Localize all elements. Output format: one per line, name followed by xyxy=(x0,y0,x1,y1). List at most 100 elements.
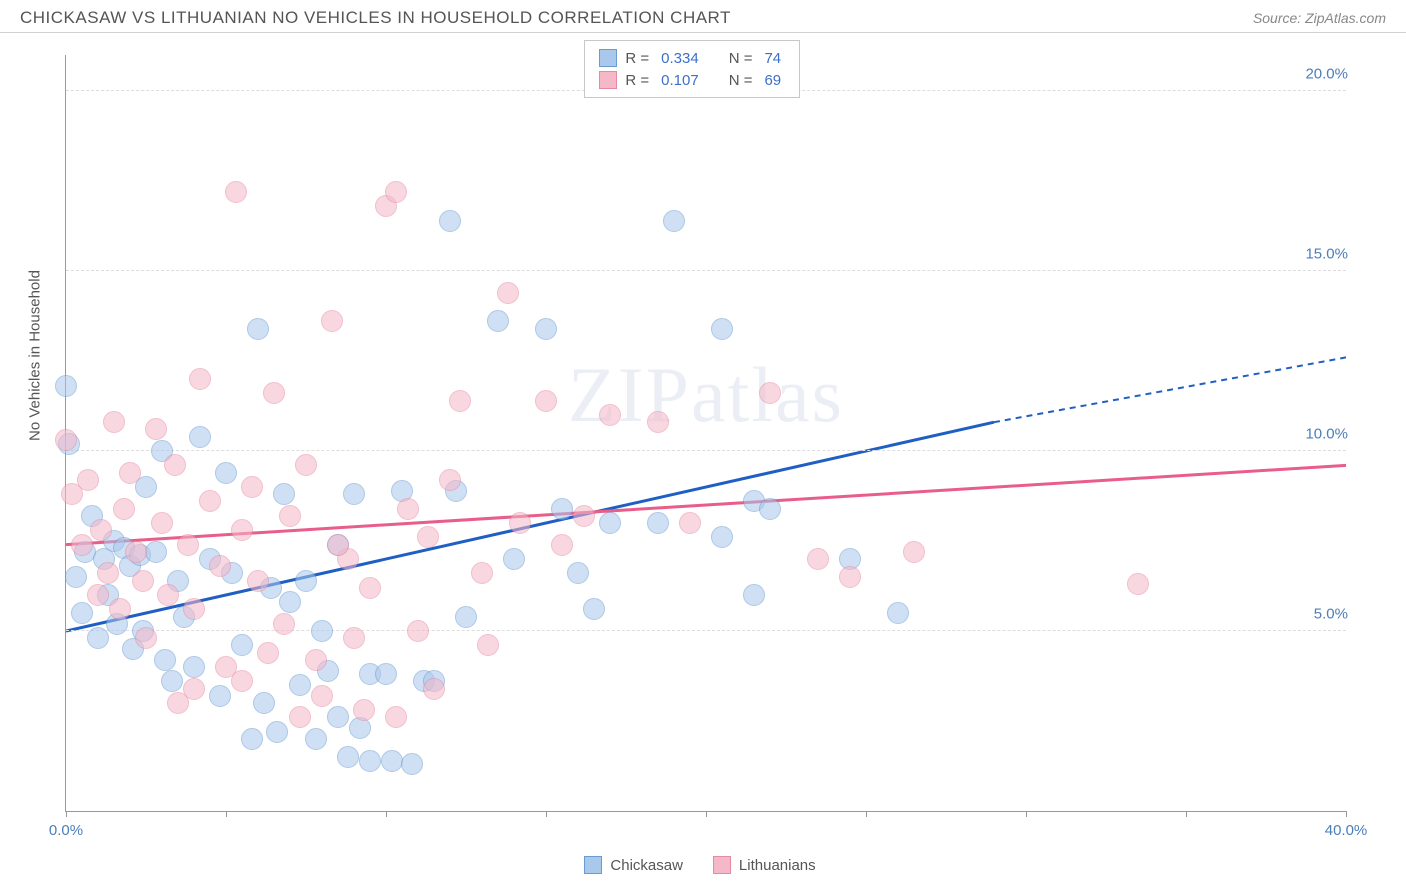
data-point xyxy=(231,519,253,541)
data-point xyxy=(247,570,269,592)
data-point xyxy=(471,562,493,584)
data-point xyxy=(183,656,205,678)
y-axis-label: No Vehicles in Household xyxy=(27,270,44,441)
data-point xyxy=(503,548,525,570)
data-point xyxy=(407,620,429,642)
data-point xyxy=(151,512,173,534)
data-point xyxy=(77,469,99,491)
data-point xyxy=(241,728,263,750)
legend-series: Chickasaw Lithuanians xyxy=(584,856,815,874)
data-point xyxy=(273,613,295,635)
legend-swatch-pink xyxy=(599,71,617,89)
data-point xyxy=(449,390,471,412)
data-point xyxy=(647,512,669,534)
data-point xyxy=(759,498,781,520)
data-point xyxy=(599,404,621,426)
legend-label: Chickasaw xyxy=(610,857,683,874)
data-point xyxy=(295,570,317,592)
data-point xyxy=(154,649,176,671)
data-point xyxy=(135,627,157,649)
data-point xyxy=(119,462,141,484)
data-point xyxy=(145,418,167,440)
data-point xyxy=(199,490,221,512)
n-label: N = xyxy=(729,50,753,67)
data-point xyxy=(903,541,925,563)
y-tick-label: 20.0% xyxy=(1305,66,1348,83)
data-point xyxy=(385,706,407,728)
chart-container: No Vehicles in Household ZIPatlas 5.0%10… xyxy=(50,40,1386,842)
n-value: 74 xyxy=(764,50,781,67)
data-point xyxy=(311,620,333,642)
data-point xyxy=(90,519,112,541)
data-point xyxy=(231,634,253,656)
legend-row: R = 0.107 N = 69 xyxy=(599,69,785,91)
n-label: N = xyxy=(729,72,753,89)
data-point xyxy=(1127,573,1149,595)
legend-swatch-blue xyxy=(584,856,602,874)
data-point xyxy=(311,685,333,707)
x-tick xyxy=(66,811,67,817)
data-point xyxy=(583,598,605,620)
chart-header: CHICKASAW VS LITHUANIAN NO VEHICLES IN H… xyxy=(0,0,1406,33)
data-point xyxy=(289,674,311,696)
data-point xyxy=(337,746,359,768)
data-point xyxy=(209,685,231,707)
data-point xyxy=(189,368,211,390)
data-point xyxy=(177,534,199,556)
y-tick-label: 10.0% xyxy=(1305,426,1348,443)
data-point xyxy=(289,706,311,728)
data-point xyxy=(295,454,317,476)
data-point xyxy=(125,541,147,563)
gridline xyxy=(66,450,1346,451)
data-point xyxy=(759,382,781,404)
data-point xyxy=(535,390,557,412)
data-point xyxy=(647,411,669,433)
data-point xyxy=(551,498,573,520)
data-point xyxy=(359,750,381,772)
data-point xyxy=(477,634,499,656)
data-point xyxy=(183,598,205,620)
data-point xyxy=(263,382,285,404)
chart-title: CHICKASAW VS LITHUANIAN NO VEHICLES IN H… xyxy=(20,8,731,28)
legend-item: Lithuanians xyxy=(713,856,816,874)
legend-row: R = 0.334 N = 74 xyxy=(599,47,785,69)
data-point xyxy=(305,649,327,671)
data-point xyxy=(417,526,439,548)
data-point xyxy=(87,584,109,606)
data-point xyxy=(567,562,589,584)
x-tick xyxy=(706,811,707,817)
y-tick-label: 15.0% xyxy=(1305,246,1348,263)
data-point xyxy=(573,505,595,527)
data-point xyxy=(279,505,301,527)
data-point xyxy=(535,318,557,340)
data-point xyxy=(663,210,685,232)
data-point xyxy=(839,566,861,588)
r-value: 0.107 xyxy=(661,72,699,89)
data-point xyxy=(439,210,461,232)
data-point xyxy=(397,498,419,520)
data-point xyxy=(257,642,279,664)
data-point xyxy=(273,483,295,505)
data-point xyxy=(215,462,237,484)
data-point xyxy=(305,728,327,750)
data-point xyxy=(164,454,186,476)
data-point xyxy=(71,534,93,556)
x-tick xyxy=(866,811,867,817)
data-point xyxy=(385,181,407,203)
data-point xyxy=(327,534,349,556)
watermark: ZIPatlas xyxy=(568,350,844,440)
chart-source: Source: ZipAtlas.com xyxy=(1253,10,1386,26)
data-point xyxy=(247,318,269,340)
data-point xyxy=(343,483,365,505)
legend-label: Lithuanians xyxy=(739,857,816,874)
data-point xyxy=(103,411,125,433)
data-point xyxy=(65,566,87,588)
data-point xyxy=(253,692,275,714)
data-point xyxy=(241,476,263,498)
r-label: R = xyxy=(625,50,649,67)
x-tick xyxy=(386,811,387,817)
data-point xyxy=(183,678,205,700)
legend-item: Chickasaw xyxy=(584,856,683,874)
data-point xyxy=(439,469,461,491)
data-point xyxy=(113,498,135,520)
